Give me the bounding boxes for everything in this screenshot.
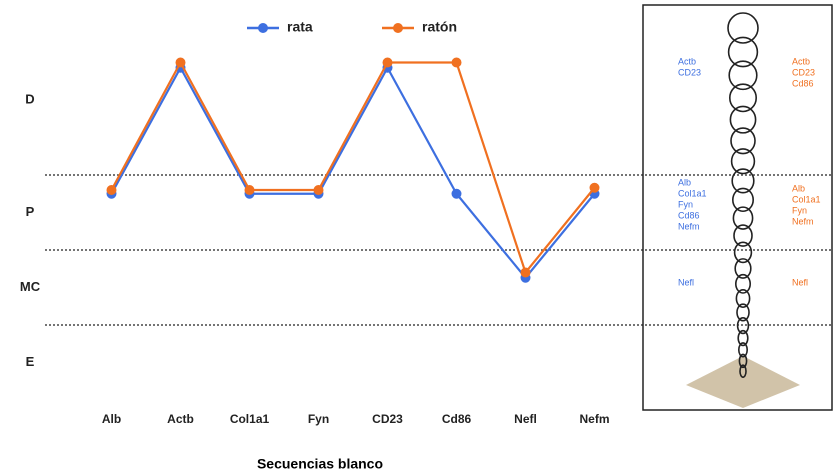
diagram-base [686,356,800,408]
legend-label: ratón [422,19,457,35]
legend-marker [258,23,268,33]
legend-marker [393,23,403,33]
x-tick-label: Actb [167,412,194,426]
zone-gene-label: Alb [792,183,805,193]
data-point [451,188,462,199]
x-tick-label: Nefm [579,412,609,426]
y-tick-label: E [26,354,35,369]
data-point [382,57,393,68]
x-axis-title: Secuencias blanco [257,456,383,472]
zone-gene-label: Nefl [678,277,694,287]
data-point [244,185,255,195]
helix-loop [737,342,748,358]
helix-loop [739,364,747,379]
helix-loop [733,241,753,264]
zone-gene-label: Fyn [792,205,807,215]
x-tick-label: Alb [102,412,121,426]
x-tick-label: Cd86 [442,412,472,426]
data-point [106,185,117,195]
y-tick-label: D [25,91,34,106]
helix-loop [734,258,752,279]
helix-loop [728,60,758,91]
y-tick-label: P [26,204,35,219]
helix-loop [736,303,750,322]
y-tick-label: MC [20,279,41,294]
helix-loop [727,36,759,68]
data-point [520,267,531,278]
helix-loop [738,353,748,369]
helix-loop [730,148,756,175]
zone-gene-label: Col1a1 [792,194,821,204]
zone-gene-label: Actb [792,56,810,66]
x-tick-label: CD23 [372,412,403,426]
series-line [110,60,596,275]
helix-loop [727,12,759,44]
helix-loop [737,329,749,347]
helix [727,12,759,379]
data-point [451,57,462,68]
zone-gene-label: Col1a1 [678,188,707,198]
zone-gene-label: Nefm [678,221,700,231]
zone-gene-label: Cd86 [792,78,814,88]
x-tick-label: Col1a1 [230,412,270,426]
legend-label: rata [287,19,313,35]
zone-gene-label: Fyn [678,199,693,209]
data-point [313,185,324,195]
zone-gene-label: Cd86 [678,210,700,220]
helix-loop [728,83,757,113]
helix-loop [729,105,757,134]
zone-gene-label: Actb [678,56,696,66]
zone-gene-label: CD23 [678,67,701,77]
zone-gene-label: Alb [678,177,691,187]
x-tick-label: Nefl [514,412,537,426]
zone-gene-label: Nefm [792,216,814,226]
helix-loop [732,206,754,230]
data-point [589,182,600,193]
x-tick-label: Fyn [308,412,329,426]
zone-gene-label: Nefl [792,277,808,287]
helix-loop [735,288,751,308]
helix-loop [733,224,753,247]
helix-loop [734,273,751,294]
zone-gene-label: CD23 [792,67,815,77]
helix-loop [731,168,755,194]
helix-loop [731,187,754,213]
data-point [175,57,186,68]
series-line [110,65,596,280]
diagram-frame [642,4,833,411]
helix-loop [730,127,756,155]
